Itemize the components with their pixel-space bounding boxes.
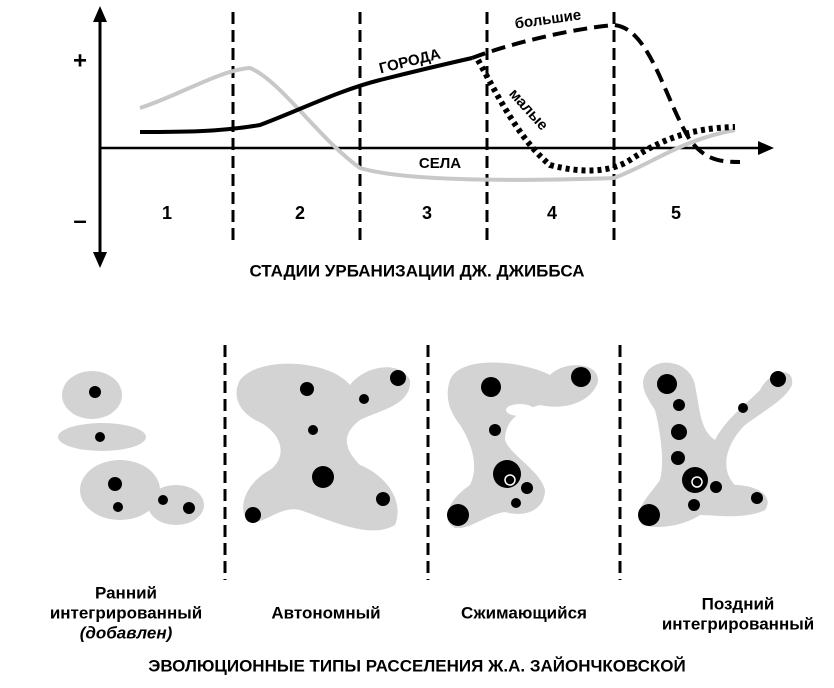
stage-number: 3: [422, 203, 432, 223]
stage-number: 4: [547, 203, 557, 223]
type-label: Автономный: [271, 603, 380, 622]
stage-dividers: [231, 12, 616, 240]
large-cities-curve: [471, 22, 741, 164]
stage-number: 2: [295, 203, 305, 223]
stage-number: 1: [162, 203, 172, 223]
panel-4: [638, 362, 793, 527]
type-label: Поздний: [702, 594, 775, 613]
type-label: Ранний: [95, 583, 157, 602]
bottom-title: ЭВОЛЮЦИОННЫЕ ТИПЫ РАССЕЛЕНИЯ Ж.А. ЗАЙОНЧ…: [148, 656, 686, 675]
villages-curve: [139, 65, 736, 182]
top-title: СТАДИИ УРБАНИЗАЦИИ ДЖ. ДЖИББСА: [249, 261, 584, 280]
cities-curve: [139, 56, 473, 134]
panel-3: [447, 362, 599, 529]
plus-label: +: [73, 47, 87, 74]
curve-label: СЕЛА: [419, 155, 461, 172]
panel-1: [58, 371, 204, 525]
minus-label: –: [73, 207, 86, 234]
type-label: интегрированный: [662, 614, 814, 633]
stage-number: 5: [671, 203, 681, 223]
small-cities-curve: [475, 58, 736, 174]
panel-dividers: [223, 345, 622, 580]
type-label: Сжимающийся: [461, 603, 587, 622]
curve-label: большие: [514, 6, 583, 32]
curve-label: малые: [505, 85, 551, 133]
type-label: интегрированный: [50, 603, 202, 622]
type-note: (добавлен): [80, 623, 173, 642]
panel-2: [236, 363, 411, 531]
